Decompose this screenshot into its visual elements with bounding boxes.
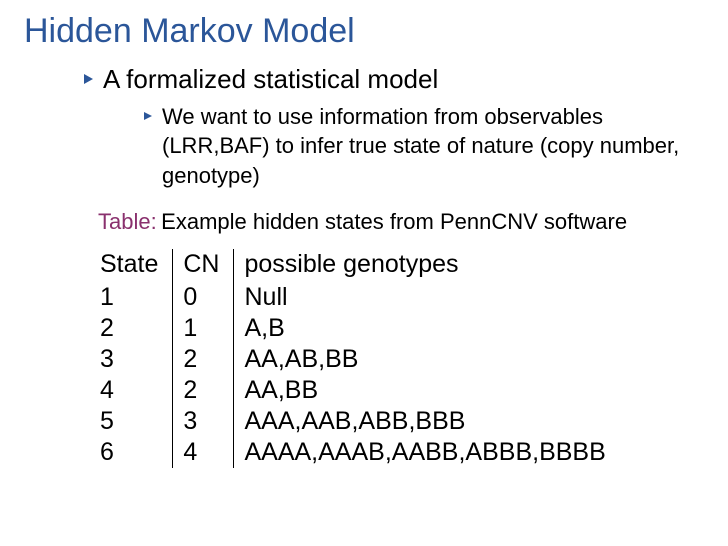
table-cell: 2 xyxy=(173,375,234,406)
table-row: 1 0 Null xyxy=(90,282,618,313)
table-cell: 2 xyxy=(90,313,173,344)
table-cell: 5 xyxy=(90,406,173,437)
table-header-cell: possible genotypes xyxy=(234,249,618,282)
table-header-row: State CN possible genotypes xyxy=(90,249,618,282)
caption-label: Table: xyxy=(98,209,157,234)
table-cell: Null xyxy=(234,282,618,313)
bullet-text: We want to use information from observab… xyxy=(162,102,704,191)
table-row: 2 1 A,B xyxy=(90,313,618,344)
table-caption: Table: Example hidden states from PennCN… xyxy=(98,209,704,235)
states-table: State CN possible genotypes 1 0 Null 2 1… xyxy=(90,249,618,468)
table-cell: 0 xyxy=(173,282,234,313)
table-cell: AA,AB,BB xyxy=(234,344,618,375)
table-header-cell: State xyxy=(90,249,173,282)
triangle-bullet-icon xyxy=(84,74,93,84)
table-cell: 4 xyxy=(173,437,234,468)
table-row: 6 4 AAAA,AAAB,AABB,ABBB,BBBB xyxy=(90,437,618,468)
bullet-level1: A formalized statistical model xyxy=(84,63,704,96)
slide-title: Hidden Markov Model xyxy=(24,12,704,51)
bullet-level2: We want to use information from observab… xyxy=(144,102,704,191)
bullet-text: A formalized statistical model xyxy=(103,63,438,96)
table-cell: A,B xyxy=(234,313,618,344)
table-cell: AAA,AAB,ABB,BBB xyxy=(234,406,618,437)
table-cell: 3 xyxy=(90,344,173,375)
table-row: 3 2 AA,AB,BB xyxy=(90,344,618,375)
table-row: 4 2 AA,BB xyxy=(90,375,618,406)
table-cell: AA,BB xyxy=(234,375,618,406)
caption-text: Example hidden states from PennCNV softw… xyxy=(161,209,627,234)
table-cell: 2 xyxy=(173,344,234,375)
table-cell: 6 xyxy=(90,437,173,468)
table-header-cell: CN xyxy=(173,249,234,282)
table-cell: AAAA,AAAB,AABB,ABBB,BBBB xyxy=(234,437,618,468)
table-cell: 1 xyxy=(173,313,234,344)
table-cell: 1 xyxy=(90,282,173,313)
table-cell: 3 xyxy=(173,406,234,437)
triangle-bullet-icon xyxy=(144,112,152,120)
table-cell: 4 xyxy=(90,375,173,406)
table-row: 5 3 AAA,AAB,ABB,BBB xyxy=(90,406,618,437)
